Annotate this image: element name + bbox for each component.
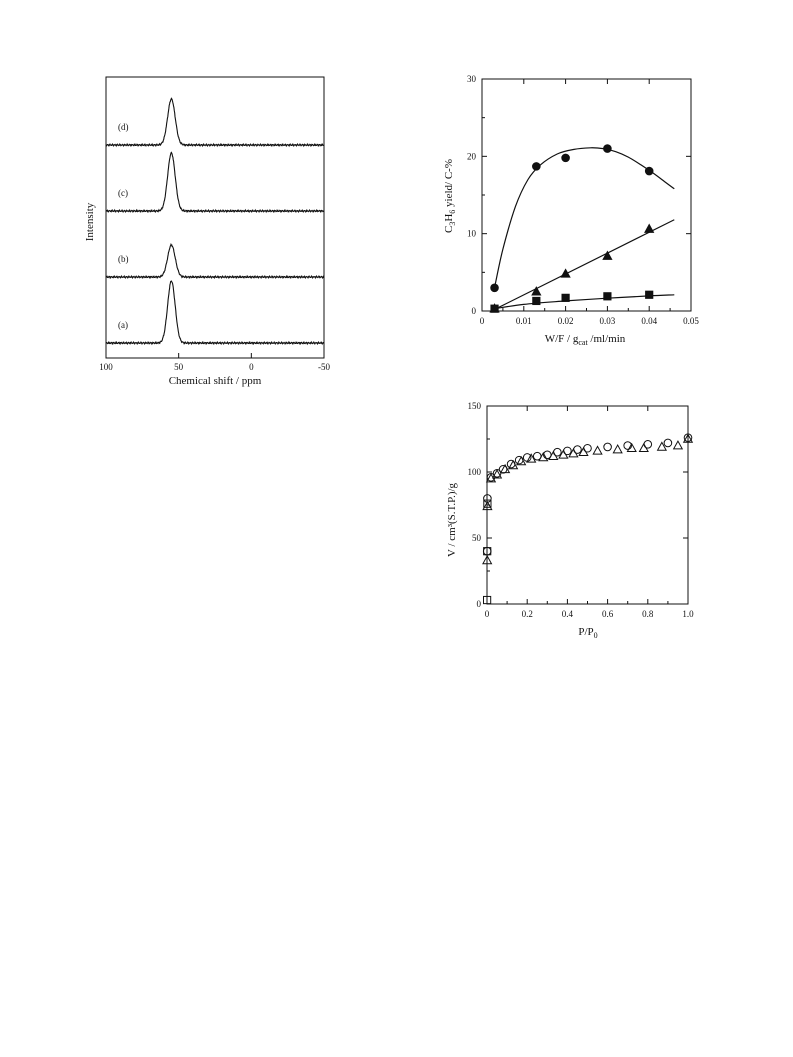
yield-x-tick-label: 0.01 (516, 316, 532, 326)
yield-plot-frame (481, 78, 692, 312)
isotherm-data-point (663, 438, 673, 448)
nmr-trace (105, 151, 325, 214)
isotherm-data-point (623, 441, 633, 450)
nmr-trace-label: (d) (118, 122, 129, 132)
yield-y-tick-label: 20 (467, 151, 477, 161)
nmr-trace-label: (a) (118, 320, 128, 330)
isotherm-data-point (612, 444, 623, 454)
yield-y-tick-label: 0 (472, 306, 477, 316)
nmr-trace (105, 97, 325, 148)
isotherm-data-point (656, 441, 668, 451)
yield-data-point (561, 153, 570, 163)
isotherm-chart: 0 0.2 0.4 0.6 0.8 1.0 0 50 100 150 P/P0 V / cm³(S… (446, 401, 694, 640)
yield-data-point (644, 223, 655, 233)
yield-chart: 0 0.01 0.02 0.03 0.04 0.05 0 10 20 30 W/F / gcat … (443, 74, 699, 347)
nmr-x-tick-label: 0 (249, 362, 254, 372)
yield-x-axis-title: W/F / gcat /ml/min (545, 333, 626, 347)
isotherm-data-point (638, 442, 649, 453)
isotherm-data-point (626, 442, 637, 453)
isotherm-plot-frame (486, 405, 689, 605)
yield-x-tick-label: 0 (480, 316, 485, 326)
yield-y-tick-label: 30 (467, 74, 477, 84)
isotherm-data-point (603, 442, 612, 452)
yield-data-point (490, 304, 499, 313)
yield-data-point (603, 292, 612, 301)
yield-x-tick-label: 0.04 (641, 316, 657, 326)
nmr-spectra-chart: (a) (b) (c) (d) 100 50 0 -50 Chemical shift / … (84, 76, 330, 387)
nmr-plot-frame (105, 76, 325, 359)
isotherm-data-point (538, 451, 549, 462)
isotherm-data-point (558, 449, 569, 459)
nmr-trace-label: (c) (118, 188, 128, 198)
yield-data-point (560, 268, 571, 278)
isotherm-data-point (482, 500, 493, 511)
yield-x-tick-label: 0.02 (558, 316, 574, 326)
nmr-x-ticks: 100 50 0 -50 (99, 353, 330, 372)
isotherm-data-point (491, 469, 503, 479)
yield-x-tick-label: 0.03 (600, 316, 616, 326)
nmr-y-axis-title: Intensity (84, 202, 96, 241)
isotherm-y-axis-title: V / cm³(S.T.P.)/g (446, 482, 458, 557)
isotherm-axis-ticks: 0 0.2 0.4 0.6 0.8 1.0 0 50 100 150 (468, 401, 695, 619)
yield-axis-ticks: 0 0.01 0.02 0.03 0.04 0.05 0 10 20 30 (467, 74, 699, 326)
isotherm-data-points (482, 433, 694, 605)
isotherm-data-point (568, 447, 579, 458)
nmr-trace-labels: (a) (b) (c) (d) (118, 122, 129, 330)
nmr-trace-label: (b) (118, 254, 129, 264)
isotherm-data-point (482, 554, 493, 565)
yield-data-point (603, 144, 612, 153)
isotherm-data-point (682, 433, 694, 443)
yield-y-tick-label: 10 (467, 229, 477, 239)
isotherm-data-point (592, 445, 603, 455)
isotherm-data-point (578, 446, 589, 456)
nmr-x-axis-title: Chemical shift / ppm (169, 375, 262, 387)
isotherm-y-tick-label: 100 (468, 467, 482, 477)
isotherm-data-point (526, 453, 537, 463)
isotherm-y-tick-label: 150 (468, 401, 482, 411)
isotherm-y-tick-label: 0 (477, 599, 482, 609)
isotherm-x-axis-title: P/P0 (578, 626, 597, 640)
isotherm-x-tick-label: 0.8 (642, 609, 654, 619)
yield-data-point (561, 293, 570, 302)
nmr-x-tick-label: -50 (318, 362, 330, 372)
isotherm-data-point (499, 463, 511, 474)
yield-data-point (602, 250, 613, 260)
yield-data-points (489, 144, 655, 313)
isotherm-data-point (672, 440, 684, 450)
yield-fit-curve (494, 219, 675, 310)
yield-data-point (532, 162, 541, 171)
nmr-trace (105, 280, 325, 346)
isotherm-data-point (483, 595, 492, 605)
yield-data-point (532, 296, 541, 306)
yield-y-axis-title: C3H6 yield/ C-% (443, 159, 457, 233)
isotherm-x-tick-label: 1.0 (682, 609, 694, 619)
isotherm-data-point (483, 547, 492, 556)
nmr-trace (105, 242, 325, 280)
yield-data-point (531, 286, 542, 296)
isotherm-data-point (548, 450, 559, 460)
yield-data-point (644, 166, 654, 176)
yield-data-point (490, 283, 499, 293)
isotherm-x-tick-label: 0 (485, 609, 490, 619)
nmr-x-tick-label: 100 (99, 362, 113, 372)
isotherm-x-tick-label: 0.6 (602, 609, 614, 619)
nmr-traces (105, 97, 325, 346)
isotherm-x-tick-label: 0.2 (522, 609, 533, 619)
isotherm-data-point (516, 455, 527, 466)
yield-data-point (645, 290, 654, 299)
isotherm-y-tick-label: 50 (472, 533, 482, 543)
isotherm-data-point (483, 499, 492, 508)
isotherm-x-tick-label: 0.4 (562, 609, 574, 619)
yield-x-tick-label: 0.05 (683, 316, 699, 326)
nmr-x-tick-label: 50 (174, 362, 184, 372)
isotherm-data-point (507, 459, 519, 470)
